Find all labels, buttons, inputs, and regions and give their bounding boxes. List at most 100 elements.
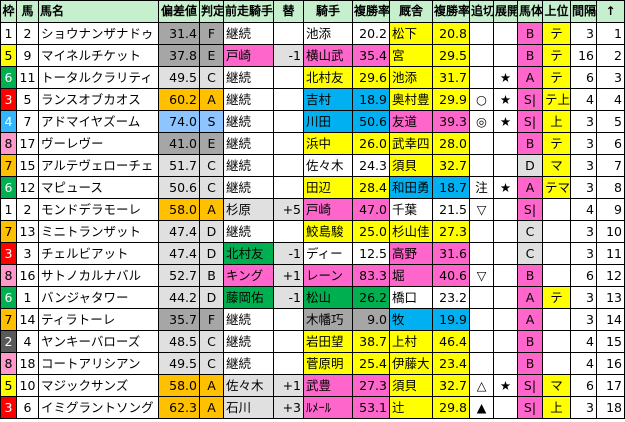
horse-number-cell: 16 — [16, 264, 39, 287]
grade-cell: E — [199, 44, 224, 67]
score-cell: 49.5 — [158, 66, 200, 89]
table-row[interactable]: 1 2 モンドデラモーレ 58.0 A 杉原 +5 戸崎 47.0 千葉 21.5 ▽ S| 4 9 — [0, 198, 625, 221]
trainer-rate-cell: 29.8 — [432, 396, 470, 419]
jockey-cell: 田辺 — [303, 176, 353, 199]
jockey-cell: 鮫島駿 — [303, 220, 353, 243]
table-row[interactable]: 1 2 ショウナンザナドゥ 31.4 F 継続 池添 20.2 松下 20.8 B テ 3 1 — [0, 22, 625, 45]
waku-cell: 1 — [0, 198, 17, 221]
header-cell: 馬名 — [38, 0, 159, 23]
table-row[interactable]: 6 12 マピュース 50.6 C 継続 田辺 28.4 和田勇 18.7 注 ★ A テマ 3 8 — [0, 176, 625, 199]
header-cell: 厩舎 — [389, 0, 433, 23]
rank-cell: 2 — [596, 44, 625, 67]
jockey-rate-cell: 50.6 — [352, 110, 390, 133]
workout-mark-cell: ▽ — [469, 264, 494, 287]
jockey-rate-cell: 24.3 — [352, 154, 390, 177]
jockey-cell: 木幡巧 — [303, 308, 353, 331]
grade-cell: D — [199, 220, 224, 243]
jockey-change-cell: +3 — [273, 396, 304, 419]
table-row[interactable]: 3 5 ランスオブカオス 60.2 A 継続 吉村 18.9 奥村豊 29.9 ○ ★ S| テ上 4 4 — [0, 88, 625, 111]
body-grade-cell: A — [517, 286, 543, 309]
horse-name-cell: アルテヴェローチェ — [38, 154, 159, 177]
interval-cell: 6 — [570, 264, 597, 287]
jockey-cell: 北村友 — [303, 66, 353, 89]
horse-name-cell: トータルクラリティ — [38, 66, 159, 89]
waku-cell: 6 — [0, 66, 17, 89]
trainer-rate-cell: 32.7 — [432, 374, 470, 397]
jockey-cell: 佐々木 — [303, 154, 353, 177]
interval-cell: 16 — [570, 44, 597, 67]
jockey-cell: ディー — [303, 242, 353, 265]
table-row[interactable]: 7 13 ミニトランザット 47.4 D 継続 鮫島駿 25.0 杉山佳 27.3 C 3 10 — [0, 220, 625, 243]
table-row[interactable]: 8 18 コートアリシアン 49.5 C 継続 菅原明 25.4 伊藤大 23.4 B 4 16 — [0, 352, 625, 375]
workout-mark-cell — [469, 286, 494, 309]
table-row[interactable]: 3 3 チェルビアット 47.4 D 北村友 -1 ディー 12.5 高野 31.6 C 3 11 — [0, 242, 625, 265]
grade-cell: C — [199, 176, 224, 199]
header-cell: 馬 — [16, 0, 39, 23]
grade-cell: F — [199, 22, 224, 45]
grade-cell: S — [199, 110, 224, 133]
grade-cell: D — [199, 286, 224, 309]
table-row[interactable]: 8 17 ヴーレヴー 41.0 E 継続 浜中 26.0 武幸四 28.0 B テ 3 6 — [0, 132, 625, 155]
jockey-change-cell — [273, 330, 304, 353]
upper-tag-cell: 上 — [542, 396, 571, 419]
upper-tag-cell: テ — [542, 22, 571, 45]
table-row[interactable]: 4 7 アドマイヤズーム 74.0 S 継続 川田 50.6 友道 39.3 ◎ ★ S| 上 3 5 — [0, 110, 625, 133]
jockey-rate-cell: 29.6 — [352, 66, 390, 89]
waku-cell: 7 — [0, 154, 17, 177]
trainer-cell: 千葉 — [389, 198, 433, 221]
trainer-rate-cell: 39.3 — [432, 110, 470, 133]
score-cell: 58.0 — [158, 374, 200, 397]
table-row[interactable]: 7 15 アルテヴェローチェ 51.7 C 継続 佐々木 24.3 須貝 32.7 D マ 3 7 — [0, 154, 625, 177]
header-cell: 枠 — [0, 0, 17, 23]
table-row[interactable]: 5 10 マジックサンズ 58.0 A 佐々木 +1 武豊 27.3 須貝 32.7 △ ★ S| マ 6 17 — [0, 374, 625, 397]
waku-cell: 5 — [0, 374, 17, 397]
workout-mark-cell — [469, 154, 494, 177]
table-row[interactable]: 2 4 ヤンキーバローズ 48.5 C 継続 岩田望 38.7 上村 46.4 B 4 15 — [0, 330, 625, 353]
table-row[interactable]: 7 14 ティラトーレ 35.7 F 継続 木幡巧 9.0 牧 19.9 A 3 14 — [0, 308, 625, 331]
header-cell: 騎手 — [303, 0, 353, 23]
horse-name-cell: チェルビアット — [38, 242, 159, 265]
table-row[interactable]: 6 1 バンジャタワー 44.2 D 藤岡佑 -1 松山 26.2 橋口 23.2 A テ 3 13 — [0, 286, 625, 309]
jockey-cell: 松山 — [303, 286, 353, 309]
horse-number-cell: 1 — [16, 286, 39, 309]
table-row[interactable]: 6 11 トータルクラリティ 49.5 C 継続 北村友 29.6 池添 31.7 ★ A テ 6 3 — [0, 66, 625, 89]
jockey-rate-cell: 26.2 — [352, 286, 390, 309]
jockey-cell: 浜中 — [303, 132, 353, 155]
jockey-change-cell — [273, 176, 304, 199]
rank-cell: 3 — [596, 66, 625, 89]
waku-cell: 8 — [0, 352, 17, 375]
jockey-change-cell — [273, 132, 304, 155]
horse-number-cell: 11 — [16, 66, 39, 89]
score-cell: 62.3 — [158, 396, 200, 419]
pace-mark-cell: ★ — [493, 176, 518, 199]
waku-cell: 6 — [0, 176, 17, 199]
pace-mark-cell — [493, 352, 518, 375]
trainer-cell: 池添 — [389, 66, 433, 89]
jockey-cell: 戸崎 — [303, 198, 353, 221]
score-cell: 37.8 — [158, 44, 200, 67]
header-cell: 前走騎手 — [223, 0, 274, 23]
table-row[interactable]: 3 6 イミグラントソング 62.3 A 石川 +3 ﾙﾒｰﾙ 53.1 辻 29.8 ▲ S| 上 3 18 — [0, 396, 625, 419]
jockey-change-cell — [273, 22, 304, 45]
horse-name-cell: サトノカルナバル — [38, 264, 159, 287]
jockey-cell: 川田 — [303, 110, 353, 133]
jockey-cell: 吉村 — [303, 88, 353, 111]
jockey-cell: 池添 — [303, 22, 353, 45]
jockey-rate-cell: 35.4 — [352, 44, 390, 67]
upper-tag-cell — [542, 352, 571, 375]
jockey-rate-cell: 47.0 — [352, 198, 390, 221]
waku-cell: 3 — [0, 88, 17, 111]
grade-cell: C — [199, 66, 224, 89]
trainer-cell: 友道 — [389, 110, 433, 133]
table-row[interactable]: 5 9 マイネルチケット 37.8 E 戸崎 -1 横山武 35.4 宮 29.5 B テ 16 2 — [0, 44, 625, 67]
jockey-rate-cell: 20.2 — [352, 22, 390, 45]
jockey-change-cell — [273, 110, 304, 133]
workout-mark-cell — [469, 44, 494, 67]
score-cell: 51.7 — [158, 154, 200, 177]
body-grade-cell: A — [517, 176, 543, 199]
table-row[interactable]: 8 16 サトノカルナバル 52.7 B キング +1 レーン 83.3 堀 40.6 ▽ B 6 12 — [0, 264, 625, 287]
horse-number-cell: 18 — [16, 352, 39, 375]
trainer-cell: 武幸四 — [389, 132, 433, 155]
rank-cell: 16 — [596, 352, 625, 375]
